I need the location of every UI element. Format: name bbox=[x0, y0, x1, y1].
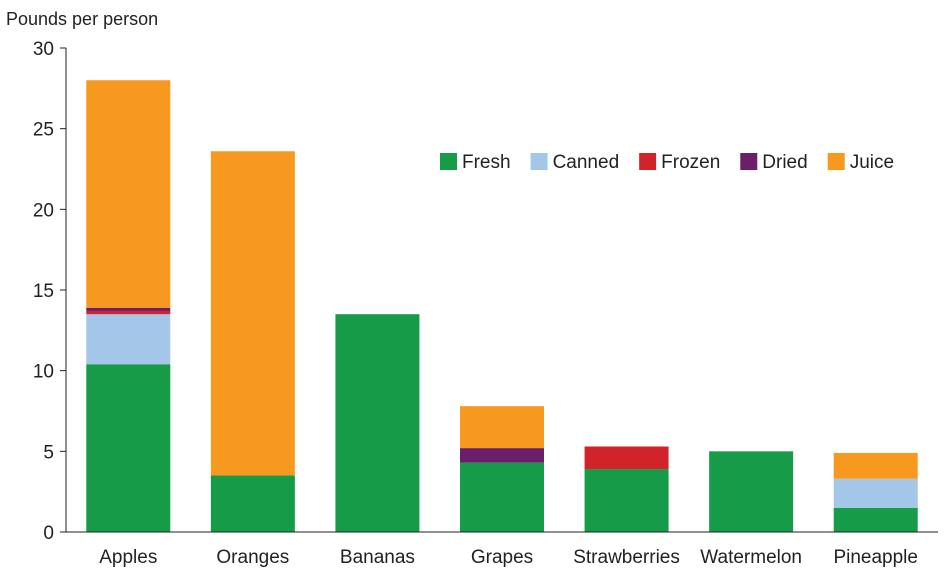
bar-apples-frozen bbox=[86, 310, 171, 315]
legend-swatch-frozen bbox=[639, 153, 657, 170]
bar-grapes-dried bbox=[460, 448, 544, 463]
y-tick-label-0: 0 bbox=[43, 523, 54, 544]
y-tick-label-20: 20 bbox=[33, 200, 54, 221]
x-tick-label-apples: Apples bbox=[99, 547, 157, 568]
bar-apples-dried bbox=[86, 307, 171, 311]
x-tick-label-watermelon: Watermelon bbox=[700, 547, 802, 568]
bar-apples-canned bbox=[86, 314, 171, 365]
y-tick-label-30: 30 bbox=[33, 39, 54, 60]
bar-apples-juice bbox=[86, 80, 171, 308]
legend-swatch-dried bbox=[740, 153, 758, 170]
x-tick-label-pineapple: Pineapple bbox=[833, 547, 918, 568]
x-tick-label-strawberries: Strawberries bbox=[573, 547, 680, 568]
legend-swatch-fresh bbox=[440, 153, 457, 170]
bar-watermelon-fresh bbox=[709, 451, 794, 532]
y-axis-label: Pounds per person bbox=[6, 9, 158, 29]
bar-oranges-juice bbox=[210, 151, 295, 476]
bar-apples-fresh bbox=[86, 364, 171, 532]
legend: Fresh Canned Frozen Dried Juice bbox=[440, 152, 894, 173]
legend-swatch-juice bbox=[827, 153, 845, 170]
y-ticks: 0 5 10 15 20 25 30 bbox=[33, 39, 66, 544]
x-tick-labels: Apples Oranges Bananas Grapes Strawberries Wa… bbox=[99, 547, 918, 568]
legend-label-frozen: Frozen bbox=[661, 152, 720, 173]
y-tick-label-25: 25 bbox=[33, 120, 54, 141]
x-tick-label-oranges: Oranges bbox=[216, 547, 289, 568]
legend-label-canned: Canned bbox=[553, 152, 620, 173]
x-tick-label-bananas: Bananas bbox=[340, 547, 415, 568]
y-tick-label-10: 10 bbox=[33, 362, 54, 383]
legend-label-juice: Juice bbox=[850, 152, 894, 173]
bar-grapes-fresh bbox=[460, 462, 544, 532]
y-tick-label-15: 15 bbox=[33, 281, 54, 302]
bar-pineapple-juice bbox=[833, 452, 918, 479]
bar-bananas-fresh bbox=[335, 314, 420, 532]
bar-oranges-fresh bbox=[210, 475, 295, 532]
y-tick-label-5: 5 bbox=[43, 442, 54, 463]
bar-pineapple-canned bbox=[833, 478, 918, 508]
bar-grapes-juice bbox=[460, 406, 544, 449]
bar-strawberries-fresh bbox=[584, 469, 669, 532]
bar-strawberries-frozen bbox=[584, 446, 669, 470]
x-tick-label-grapes: Grapes bbox=[471, 547, 533, 568]
legend-label-dried: Dried bbox=[762, 152, 807, 173]
bars bbox=[86, 80, 918, 532]
legend-swatch-canned bbox=[530, 153, 548, 170]
legend-label-fresh: Fresh bbox=[462, 152, 511, 173]
bar-pineapple-fresh bbox=[833, 507, 918, 532]
